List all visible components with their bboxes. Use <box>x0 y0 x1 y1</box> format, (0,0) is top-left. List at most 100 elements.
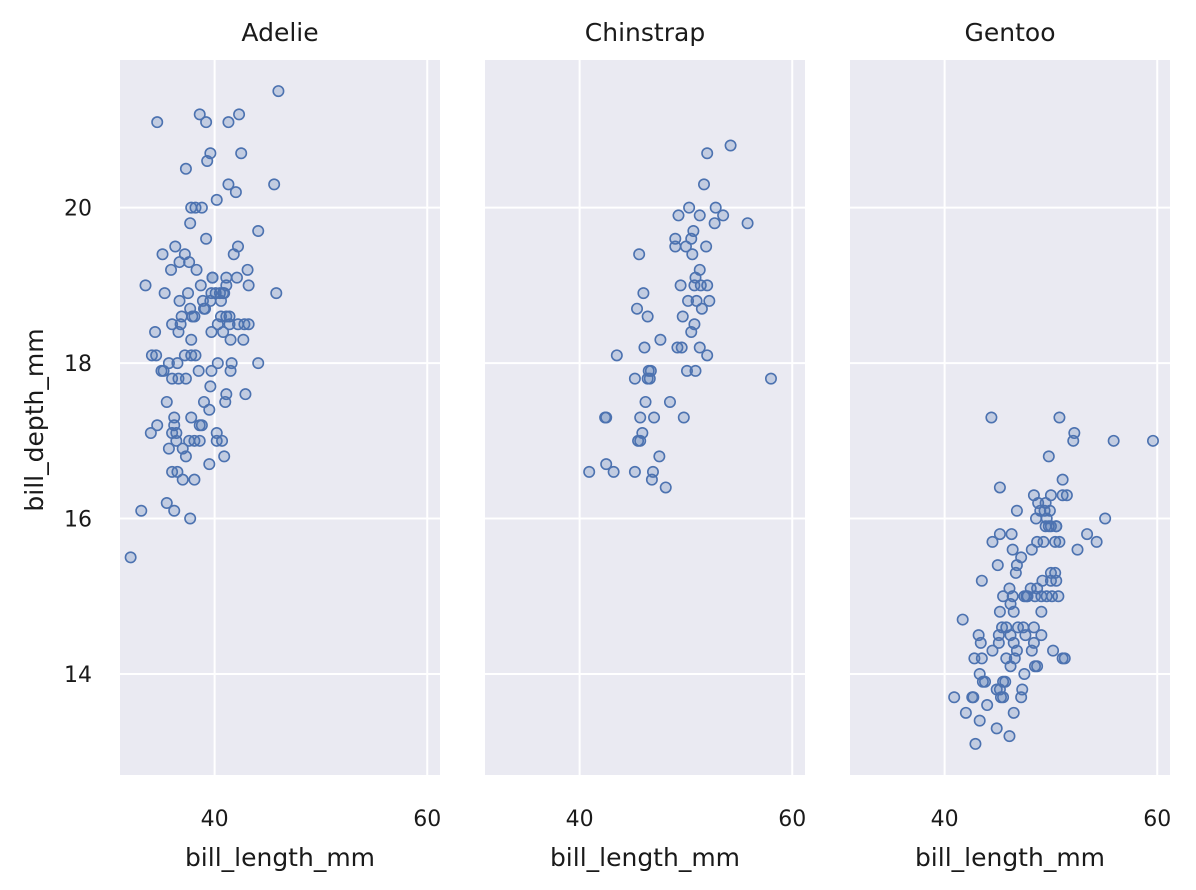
data-point <box>224 333 237 346</box>
data-point <box>162 442 175 455</box>
data-point <box>1019 629 1032 642</box>
data-point <box>700 240 713 253</box>
data-point <box>1031 660 1044 673</box>
data-point <box>232 240 245 253</box>
data-point <box>698 178 711 191</box>
data-point <box>631 302 644 315</box>
data-point <box>701 279 714 292</box>
data-point <box>600 411 613 424</box>
data-point <box>677 411 690 424</box>
data-point <box>1049 535 1062 548</box>
y-tick-label: 14 <box>64 663 92 688</box>
data-point <box>252 224 265 237</box>
data-point <box>973 714 986 727</box>
data-point <box>669 240 682 253</box>
data-point <box>682 294 695 307</box>
facet-panel-adelie: Adelie 40 60 bill_length_mm 14 16 18 20 <box>64 18 441 872</box>
data-point <box>959 706 972 719</box>
data-point <box>233 108 246 121</box>
data-point <box>216 434 229 447</box>
x-axis-label: bill_length_mm <box>550 843 740 872</box>
data-point <box>1042 450 1055 463</box>
data-point <box>160 496 173 509</box>
data-point <box>634 411 647 424</box>
data-point <box>158 287 171 300</box>
data-point <box>179 372 192 385</box>
data-point <box>124 551 137 564</box>
data-point <box>1005 528 1018 541</box>
data-point <box>185 333 198 346</box>
data-point <box>633 248 646 261</box>
data-point <box>648 411 661 424</box>
data-point <box>985 411 998 424</box>
data-point <box>1035 629 1048 642</box>
data-point <box>628 372 641 385</box>
data-point <box>993 605 1006 618</box>
data-point <box>239 388 252 401</box>
x-tick-label: 60 <box>413 807 441 832</box>
data-point <box>948 691 961 704</box>
data-point <box>693 263 706 276</box>
data-point <box>672 209 685 222</box>
data-point <box>200 116 213 129</box>
x-tick-label: 40 <box>931 807 959 832</box>
x-tick-label: 60 <box>1143 807 1171 832</box>
data-point <box>188 310 201 323</box>
data-point <box>220 388 233 401</box>
data-point <box>1090 535 1103 548</box>
data-point <box>218 450 231 463</box>
x-tick-label: 40 <box>201 807 229 832</box>
data-point <box>708 217 721 230</box>
data-point <box>170 427 183 440</box>
data-point <box>979 675 992 688</box>
data-point <box>188 473 201 486</box>
x-tick-label: 40 <box>566 807 594 832</box>
data-point <box>165 263 178 276</box>
data-point <box>1058 652 1071 665</box>
y-axis-label: bill_depth_mm <box>20 328 49 511</box>
data-point <box>270 287 283 300</box>
data-point <box>764 372 777 385</box>
data-point <box>194 279 207 292</box>
data-point <box>175 310 188 323</box>
data-point <box>206 271 219 284</box>
data-point <box>223 318 236 331</box>
data-point <box>967 691 980 704</box>
data-point <box>1060 489 1073 502</box>
data-point <box>636 427 649 440</box>
data-point <box>583 465 596 478</box>
data-point <box>222 178 235 191</box>
data-point <box>1036 574 1049 587</box>
data-point <box>975 652 988 665</box>
data-point <box>671 341 684 354</box>
data-point <box>969 737 982 750</box>
facet-panels: Adelie 40 60 bill_length_mm 14 16 18 20 Chinstra… <box>64 18 1171 872</box>
facet-panel-chinstrap: Chinstrap 40 60 bill_length_mm <box>485 18 806 872</box>
data-point <box>169 240 182 253</box>
data-point <box>195 201 208 214</box>
data-point <box>193 434 206 447</box>
data-point <box>701 349 714 362</box>
data-point <box>1010 504 1023 517</box>
data-point <box>204 147 217 160</box>
data-point <box>252 357 265 370</box>
data-point <box>993 481 1006 494</box>
data-point <box>1053 535 1066 548</box>
data-point <box>693 209 706 222</box>
data-point <box>717 209 730 222</box>
data-point <box>183 256 196 269</box>
data-point <box>724 139 737 152</box>
data-point <box>168 504 181 517</box>
data-point <box>179 450 192 463</box>
data-point <box>654 333 667 346</box>
data-point <box>162 357 175 370</box>
data-point <box>211 357 224 370</box>
data-point <box>644 364 657 377</box>
data-point <box>1050 574 1063 587</box>
data-point <box>659 481 672 494</box>
y-tick-label: 18 <box>64 352 92 377</box>
data-point <box>156 248 169 261</box>
facet-panel-gentoo: Gentoo 40 60 bill_length_mm <box>850 18 1171 872</box>
data-point <box>173 294 186 307</box>
data-point <box>1007 706 1020 719</box>
